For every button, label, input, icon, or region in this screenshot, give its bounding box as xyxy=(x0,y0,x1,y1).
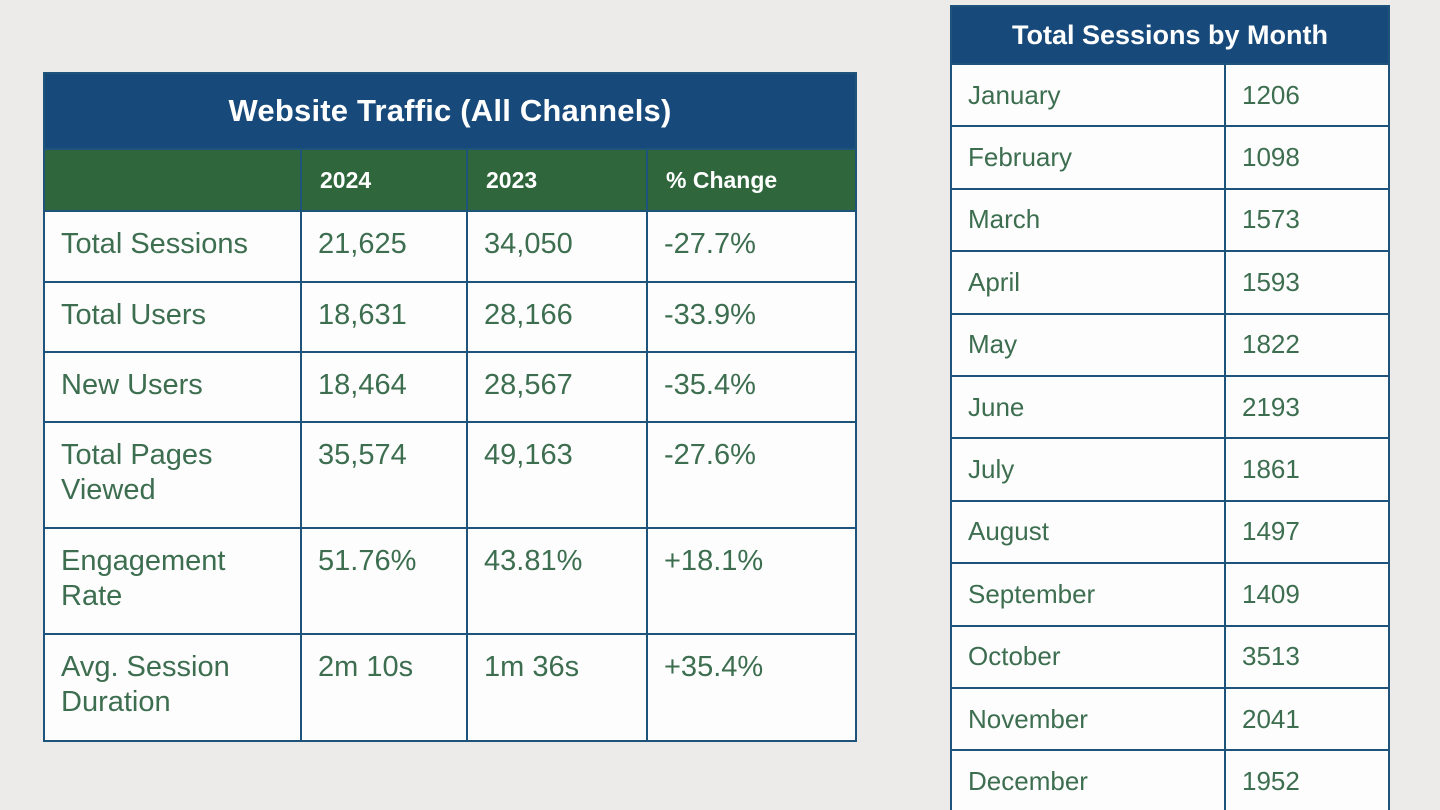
month-name-cell: November xyxy=(950,686,1226,752)
month-row: September 1409 xyxy=(950,562,1390,627)
month-name-cell: August xyxy=(950,499,1226,565)
month-name-cell: February xyxy=(950,125,1226,190)
month-sessions-cell: 1861 xyxy=(1224,437,1390,502)
traffic-table-body: Total Sessions 21,625 34,050 -27.7% Total Us… xyxy=(43,210,858,742)
month-sessions-cell: 1822 xyxy=(1224,312,1390,377)
value-2024-cell: 18,464 xyxy=(300,351,468,423)
value-2024-cell: 51.76% xyxy=(300,527,468,635)
month-row: March 1573 xyxy=(950,187,1390,253)
month-sessions-cell: 3513 xyxy=(1224,624,1390,689)
month-name-cell: March xyxy=(950,187,1226,253)
metric-label-cell: New Users xyxy=(43,351,302,423)
month-name-cell: July xyxy=(950,437,1226,502)
traffic-table-title: Website Traffic (All Channels) xyxy=(42,72,858,150)
metric-label-cell: Total Sessions xyxy=(43,210,302,283)
value-2023-cell: 28,567 xyxy=(466,351,648,423)
metric-label-cell: Avg. Session Duration xyxy=(43,633,302,742)
month-row: August 1497 xyxy=(950,499,1390,565)
traffic-table-row: Avg. Session Duration 2m 10s 1m 36s +35.4% xyxy=(43,633,858,742)
value-2023-cell: 34,050 xyxy=(466,210,648,283)
website-traffic-table-container: Website Traffic (All Channels) 2024 2023… xyxy=(42,72,858,742)
pct-change-cell: -35.4% xyxy=(645,351,858,423)
month-sessions-cell: 2193 xyxy=(1224,374,1390,440)
traffic-title-row: Website Traffic (All Channels) xyxy=(42,72,858,150)
month-name-cell: April xyxy=(950,250,1226,315)
year-2023-column-header: 2023 xyxy=(466,148,648,212)
website-traffic-table: Website Traffic (All Channels) 2024 2023… xyxy=(42,72,858,742)
month-row: June 2193 xyxy=(950,374,1390,440)
metric-label-cell: Total Pages Viewed xyxy=(43,421,302,529)
month-sessions-cell: 1098 xyxy=(1224,125,1390,190)
traffic-table-row: Total Users 18,631 28,166 -33.9% xyxy=(43,281,858,353)
pct-change-cell: -33.9% xyxy=(645,281,858,353)
traffic-table-row: Total Sessions 21,625 34,050 -27.7% xyxy=(43,210,858,283)
pct-change-cell: -27.6% xyxy=(645,421,858,529)
monthly-sessions-table: Total Sessions by Month January 1206 Febru… xyxy=(950,5,1390,810)
month-name-cell: September xyxy=(950,562,1226,627)
value-2023-cell: 49,163 xyxy=(466,421,648,529)
month-row: July 1861 xyxy=(950,437,1390,502)
month-name-cell: October xyxy=(950,624,1226,689)
pct-change-cell: +35.4% xyxy=(645,633,858,742)
value-2024-cell: 21,625 xyxy=(300,210,468,283)
month-row: October 3513 xyxy=(950,624,1390,689)
month-row: November 2041 xyxy=(950,686,1390,752)
metric-label-cell: Total Users xyxy=(43,281,302,353)
pct-change-cell: +18.1% xyxy=(645,527,858,635)
sessions-table-title: Total Sessions by Month xyxy=(950,5,1390,65)
month-row: January 1206 xyxy=(950,62,1390,128)
month-name-cell: May xyxy=(950,312,1226,377)
month-name-cell: January xyxy=(950,62,1226,128)
month-sessions-cell: 1497 xyxy=(1224,499,1390,565)
traffic-table-row: Engagement Rate 51.76% 43.81% +18.1% xyxy=(43,527,858,635)
traffic-table-row: New Users 18,464 28,567 -35.4% xyxy=(43,351,858,423)
month-sessions-cell: 2041 xyxy=(1224,686,1390,752)
month-name-cell: December xyxy=(950,749,1226,810)
pct-change-column-header: % Change xyxy=(645,148,858,212)
year-2024-column-header: 2024 xyxy=(300,148,468,212)
month-row: May 1822 xyxy=(950,312,1390,377)
month-sessions-cell: 1573 xyxy=(1224,187,1390,253)
traffic-column-header-row: 2024 2023 % Change xyxy=(43,148,858,212)
month-row: February 1098 xyxy=(950,125,1390,190)
month-sessions-cell: 1409 xyxy=(1224,562,1390,627)
website-traffic-table-head: Website Traffic (All Channels) 2024 2023… xyxy=(42,72,858,212)
value-2024-cell: 35,574 xyxy=(300,421,468,529)
value-2023-cell: 1m 36s xyxy=(466,633,648,742)
month-sessions-cell: 1952 xyxy=(1224,749,1390,810)
month-row: April 1593 xyxy=(950,250,1390,315)
pct-change-cell: -27.7% xyxy=(645,210,858,283)
value-2024-cell: 2m 10s xyxy=(300,633,468,742)
value-2023-cell: 43.81% xyxy=(466,527,648,635)
monthly-sessions-table-container: Total Sessions by Month January 1206 Febru… xyxy=(950,5,1390,810)
metric-label-cell: Engagement Rate xyxy=(43,527,302,635)
month-sessions-cell: 1593 xyxy=(1224,250,1390,315)
month-sessions-cell: 1206 xyxy=(1224,62,1390,128)
month-row: December 1952 xyxy=(950,749,1390,810)
month-name-cell: June xyxy=(950,374,1226,440)
monthly-sessions-table-head: Total Sessions by Month xyxy=(950,5,1390,65)
traffic-table-row: Total Pages Viewed 35,574 49,163 -27.6% xyxy=(43,421,858,529)
metric-column-header xyxy=(43,148,302,212)
value-2023-cell: 28,166 xyxy=(466,281,648,353)
value-2024-cell: 18,631 xyxy=(300,281,468,353)
sessions-title-row: Total Sessions by Month xyxy=(950,5,1390,65)
sessions-table-body: January 1206 February 1098 March 1573 April 159… xyxy=(950,62,1390,810)
